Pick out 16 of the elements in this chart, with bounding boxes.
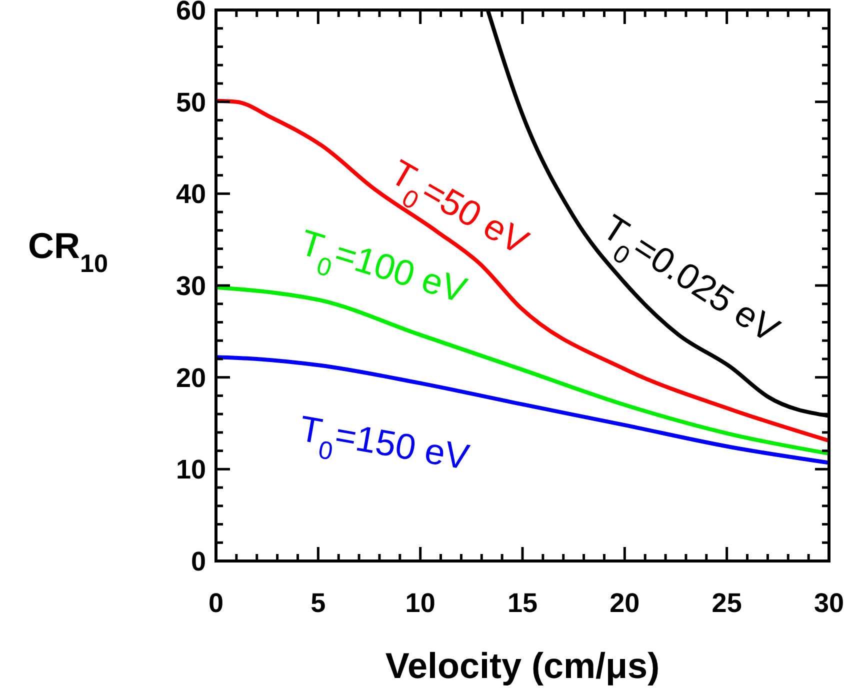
x-tick-label: 10	[405, 588, 436, 618]
y-tick-label: 10	[176, 454, 206, 485]
x-axis-title: Velocity (cm/μs)	[385, 645, 660, 686]
x-tick-label: 30	[814, 588, 844, 618]
y-axis-title: CR$_{10}$	[28, 225, 108, 278]
x-tick-label: 25	[712, 588, 742, 618]
y-tick-label: 20	[176, 362, 206, 393]
text: T$_{0}$=150 eV	[296, 408, 472, 478]
y-tick-label: 0	[190, 546, 206, 576]
x-tick-label: 20	[610, 588, 640, 618]
y-tick-label: 30	[176, 270, 206, 301]
y-tick-label: 60	[176, 0, 206, 26]
x-tick-label: 15	[507, 588, 538, 618]
x-tick-label: 5	[310, 588, 326, 618]
y-tick-label: 40	[176, 179, 206, 210]
y-tick-label: 50	[176, 87, 206, 118]
